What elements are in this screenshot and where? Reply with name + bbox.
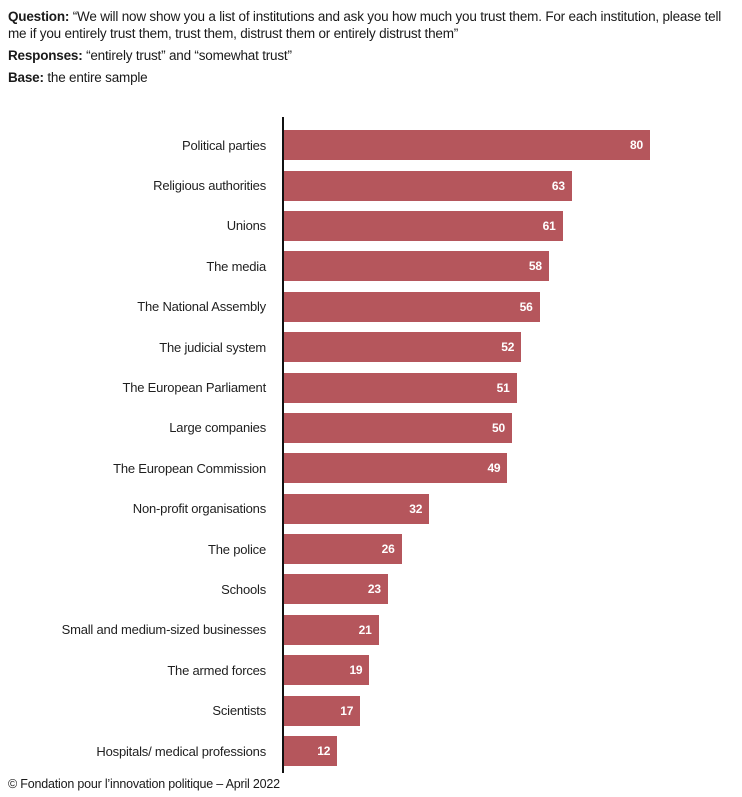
bar-track: 23 xyxy=(282,569,742,609)
bar-label: The National Assembly xyxy=(137,299,266,315)
bar-row: Large companies 50 xyxy=(0,408,742,448)
bar: 63 xyxy=(282,170,572,201)
bar-label: The European Parliament xyxy=(122,380,266,396)
bar-row: Hospitals/ medical professions 12 xyxy=(0,731,742,771)
bar-value: 17 xyxy=(340,703,354,718)
bar-row: Political parties 80 xyxy=(0,125,742,165)
bar-label: Unions xyxy=(226,218,266,234)
bar: 52 xyxy=(282,332,522,363)
bar: 23 xyxy=(282,574,388,605)
question-text: “We will now show you a list of institut… xyxy=(8,9,722,41)
bar-value: 26 xyxy=(381,542,395,557)
bar-row: The judicial system 52 xyxy=(0,327,742,367)
bar-label: Small and medium-sized businesses xyxy=(61,622,267,638)
bar-track: 19 xyxy=(282,650,742,690)
bar-track: 61 xyxy=(282,206,742,246)
bar-value: 50 xyxy=(492,420,505,435)
bar-value: 63 xyxy=(551,178,565,193)
bar-label: The police xyxy=(208,541,266,557)
bar-track: 80 xyxy=(282,125,742,165)
bar-value: 58 xyxy=(528,259,542,274)
source-credit: © Fondation pour l’innovation politique … xyxy=(8,777,280,792)
bar-track: 50 xyxy=(282,408,742,448)
bar: 80 xyxy=(282,130,650,161)
base-text: the entire sample xyxy=(43,70,148,85)
bar: 19 xyxy=(282,655,370,686)
question-label: Question: xyxy=(8,9,70,24)
y-axis-line xyxy=(282,117,284,774)
bar-row: The National Assembly 56 xyxy=(0,287,742,327)
chart-rows: Political parties 80 Religious authoriti… xyxy=(0,117,742,774)
base-line: Base: the entire sample xyxy=(8,69,736,86)
bar: 32 xyxy=(282,493,430,524)
question-line: Question: “We will now show you a list o… xyxy=(8,8,736,42)
bar-value: 32 xyxy=(409,501,423,516)
bar-row: The police 26 xyxy=(0,529,742,569)
bar-label: Scientists xyxy=(212,703,266,719)
bar-label: Large companies xyxy=(169,420,266,436)
bar-track: 17 xyxy=(282,690,742,730)
bar-row: Schools 23 xyxy=(0,569,742,609)
bar-row: Scientists 17 xyxy=(0,690,742,730)
base-label: Base: xyxy=(8,70,44,85)
bar-value: 51 xyxy=(496,380,510,395)
bar-label: Schools xyxy=(221,581,266,597)
bar-value: 23 xyxy=(367,582,381,597)
bar: 51 xyxy=(282,372,517,403)
bar-value: 61 xyxy=(542,218,556,233)
bar-label: Non-profit organisations xyxy=(132,501,266,517)
bar-label: The judicial system xyxy=(159,339,266,355)
responses-line: Responses: “entirely trust” and “somewha… xyxy=(8,47,736,64)
bar-track: 26 xyxy=(282,529,742,569)
bar-label: Political parties xyxy=(181,137,266,153)
bar-track: 49 xyxy=(282,448,742,488)
responses-text: “entirely trust” and “somewhat trust” xyxy=(82,48,292,63)
bar-track: 58 xyxy=(282,246,742,286)
bar-track: 51 xyxy=(282,367,742,407)
bar-track: 12 xyxy=(282,731,742,771)
bar-row: Unions 61 xyxy=(0,206,742,246)
bar-value: 49 xyxy=(487,461,501,476)
bar: 21 xyxy=(282,614,379,645)
bar-row: Religious authorities 63 xyxy=(0,165,742,205)
bar-label: The European Commission xyxy=(113,460,266,476)
bar: 17 xyxy=(282,695,361,726)
bar-label: Hospitals/ medical professions xyxy=(96,743,266,759)
bar-value: 21 xyxy=(358,622,372,637)
bar: 12 xyxy=(282,736,338,767)
bar-track: 63 xyxy=(282,165,742,205)
bar-row: Small and medium-sized businesses 21 xyxy=(0,610,742,650)
bar-row: The armed forces 19 xyxy=(0,650,742,690)
bar-label: The armed forces xyxy=(167,662,266,678)
bar: 50 xyxy=(282,412,512,443)
bar-row: The European Parliament 51 xyxy=(0,367,742,407)
bar-value: 80 xyxy=(630,138,643,153)
bar-value: 19 xyxy=(349,663,363,678)
bar-row: The European Commission 49 xyxy=(0,448,742,488)
bar: 49 xyxy=(282,453,508,484)
bar: 58 xyxy=(282,251,549,282)
bar-track: 32 xyxy=(282,489,742,529)
bar-label: The media xyxy=(206,258,266,274)
bar-track: 56 xyxy=(282,287,742,327)
bar-track: 21 xyxy=(282,610,742,650)
chart-header: Question: “We will now show you a list o… xyxy=(0,0,742,91)
bar-track: 52 xyxy=(282,327,742,367)
bar: 56 xyxy=(282,291,540,322)
bar-value: 12 xyxy=(317,744,331,759)
bar: 61 xyxy=(282,210,563,241)
bar-row: Non-profit organisations 32 xyxy=(0,489,742,529)
responses-label: Responses: xyxy=(8,48,83,63)
bar: 26 xyxy=(282,534,402,565)
bar-label: Religious authorities xyxy=(153,178,266,194)
bar-chart: Political parties 80 Religious authoriti… xyxy=(0,117,742,774)
bar-row: The media 58 xyxy=(0,246,742,286)
bar-value: 52 xyxy=(501,340,515,355)
bar-value: 56 xyxy=(519,299,533,314)
